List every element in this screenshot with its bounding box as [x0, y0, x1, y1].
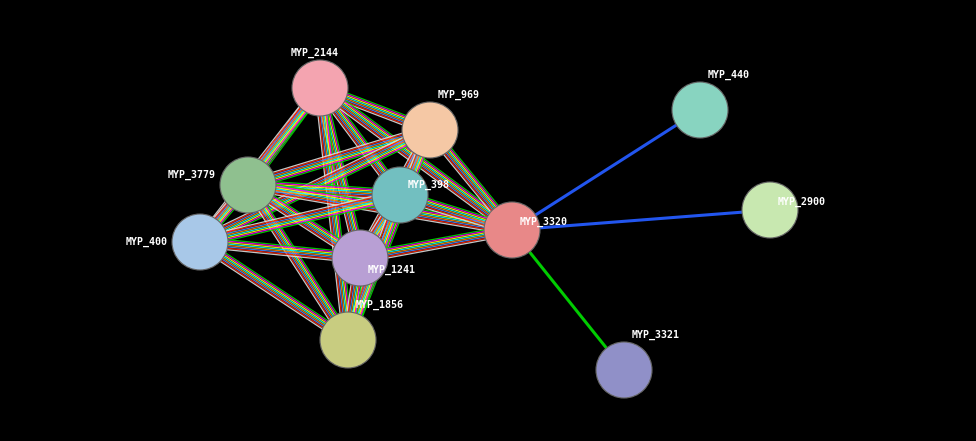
Circle shape [292, 60, 348, 116]
Text: MYP_3320: MYP_3320 [520, 217, 568, 227]
Circle shape [672, 82, 728, 138]
Text: MYP_3779: MYP_3779 [168, 170, 216, 180]
Circle shape [742, 182, 798, 238]
Text: MYP_440: MYP_440 [708, 70, 750, 80]
Circle shape [372, 167, 428, 223]
Circle shape [332, 230, 388, 286]
Text: MYP_2900: MYP_2900 [778, 197, 826, 207]
Circle shape [172, 214, 228, 270]
Text: MYP_3321: MYP_3321 [632, 330, 680, 340]
Text: MYP_1856: MYP_1856 [356, 300, 404, 310]
Circle shape [320, 312, 376, 368]
Circle shape [220, 157, 276, 213]
Circle shape [484, 202, 540, 258]
Text: MYP_969: MYP_969 [438, 90, 480, 100]
Text: MYP_398: MYP_398 [408, 180, 450, 190]
Text: MYP_400: MYP_400 [126, 237, 168, 247]
Text: MYP_1241: MYP_1241 [368, 265, 416, 275]
Text: MYP_2144: MYP_2144 [291, 48, 339, 58]
Circle shape [596, 342, 652, 398]
Circle shape [402, 102, 458, 158]
